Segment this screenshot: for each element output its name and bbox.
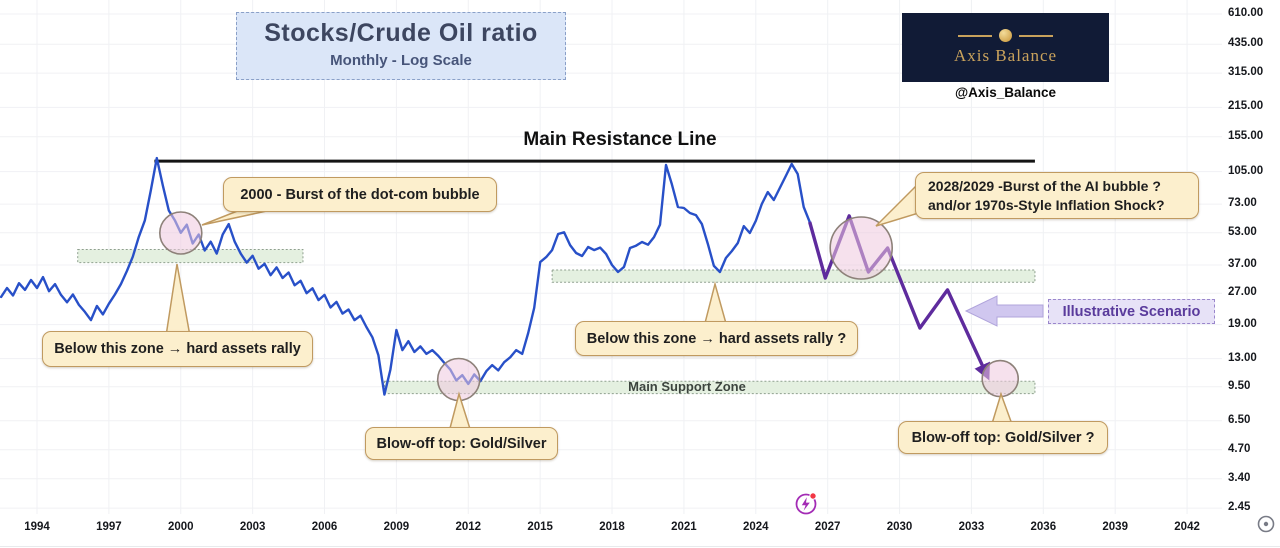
time-tick-label: 2009 xyxy=(383,521,410,533)
time-tick-label: 2024 xyxy=(743,521,769,533)
highlight-circle[interactable] xyxy=(159,211,203,255)
time-tick-label: 2012 xyxy=(455,521,482,533)
time-tick-label: 2039 xyxy=(1102,521,1128,533)
price-tick-label: 73.00 xyxy=(1228,197,1257,210)
time-tick-label: 1994 xyxy=(24,521,50,533)
price-tick-label: 215.00 xyxy=(1228,100,1264,113)
callout-below-zone-2000[interactable]: Below this zone → hard assets rally xyxy=(42,331,313,367)
price-tick-label: 19.00 xyxy=(1228,317,1257,330)
price-tick-label: 13.00 xyxy=(1228,351,1257,364)
highlight-circle[interactable] xyxy=(829,216,894,280)
price-tick-label: 105.00 xyxy=(1228,164,1264,177)
illustrative-scenario-label[interactable]: Illustrative Scenario xyxy=(1048,299,1215,324)
time-tick-label: 2006 xyxy=(311,521,338,533)
callout-below-zone-2015[interactable]: Below this zone → hard assets rally ? xyxy=(575,321,858,356)
time-tick-label: 2018 xyxy=(599,521,625,533)
price-tick-label: 4.70 xyxy=(1228,442,1251,455)
time-tick-label: 2021 xyxy=(671,521,697,533)
lightning-events-button[interactable] xyxy=(795,492,817,515)
time-axis-settings-icon[interactable] xyxy=(1257,515,1275,533)
window-bottom-edge xyxy=(0,546,1280,547)
time-tick-label: 2000 xyxy=(167,521,194,533)
callout-blowoff-2011[interactable]: Blow-off top: Gold/Silver xyxy=(365,427,558,460)
time-axis[interactable]: 1994 1997 2000 2003 2006 2009 2012 2015 2018 2021… xyxy=(0,515,1222,545)
zone-upper-zone-2015[interactable] xyxy=(551,269,1036,283)
zone-main-support-zone[interactable] xyxy=(383,380,1036,395)
price-tick-label: 53.00 xyxy=(1228,225,1257,238)
time-tick-label: 2015 xyxy=(527,521,553,533)
callout-ai-line2: and/or 1970s-Style Inflation Shock? xyxy=(928,196,1165,213)
brand-handle: @Axis_Balance xyxy=(955,85,1056,100)
history-series-line[interactable] xyxy=(0,156,811,396)
time-tick-label: 2030 xyxy=(886,521,913,533)
price-tick-label: 315.00 xyxy=(1228,66,1264,79)
price-axis[interactable]: 610.00 435.00 315.00 215.00 155.00 105.00 73.0… xyxy=(1222,0,1280,513)
chart-subtitle: Monthly - Log Scale xyxy=(330,52,472,69)
chart-title: Stocks/Crude Oil ratio xyxy=(264,19,538,47)
callout-ai-line1: 2028/2029 -Burst of the AI bubble ? xyxy=(928,177,1161,194)
callout-ai-bubble[interactable]: 2028/2029 -Burst of the AI bubble ? and/… xyxy=(915,172,1199,219)
time-tick-label: 2033 xyxy=(958,521,985,533)
time-tick-label: 1997 xyxy=(96,521,122,533)
resistance-line-label[interactable]: Main Resistance Line xyxy=(523,129,717,150)
callout-tail xyxy=(165,263,191,337)
brand-name: Axis Balance xyxy=(953,46,1058,65)
price-tick-label: 3.40 xyxy=(1228,471,1251,484)
time-tick-label: 2042 xyxy=(1174,521,1200,533)
price-tick-label: 9.50 xyxy=(1228,379,1251,392)
chart-title-box[interactable]: Stocks/Crude Oil ratio Monthly - Log Sca… xyxy=(236,12,566,80)
lightning-icon xyxy=(801,497,810,511)
brand-logo: Axis Balance xyxy=(902,13,1109,82)
time-tick-label: 2036 xyxy=(1030,521,1057,533)
price-tick-label: 155.00 xyxy=(1228,129,1264,142)
price-tick-label: 610.00 xyxy=(1228,7,1264,19)
price-tick-label: 6.50 xyxy=(1228,413,1251,426)
price-tick-label: 27.00 xyxy=(1228,286,1257,299)
price-tick-label: 2.45 xyxy=(1228,501,1251,514)
notification-dot xyxy=(809,492,817,500)
time-tick-label: 2003 xyxy=(239,521,266,533)
callout-blowoff-future[interactable]: Blow-off top: Gold/Silver ? xyxy=(898,421,1108,454)
price-tick-label: 37.00 xyxy=(1228,257,1257,270)
time-tick-label: 2027 xyxy=(814,521,841,533)
price-tick-label: 435.00 xyxy=(1228,37,1264,50)
scenario-arrow[interactable] xyxy=(964,295,1044,327)
callout-dotcom-bubble[interactable]: 2000 - Burst of the dot-com bubble xyxy=(223,177,497,212)
support-zone-label[interactable]: Main Support Zone xyxy=(628,379,746,394)
gold-orb-divider-icon xyxy=(958,29,1053,42)
